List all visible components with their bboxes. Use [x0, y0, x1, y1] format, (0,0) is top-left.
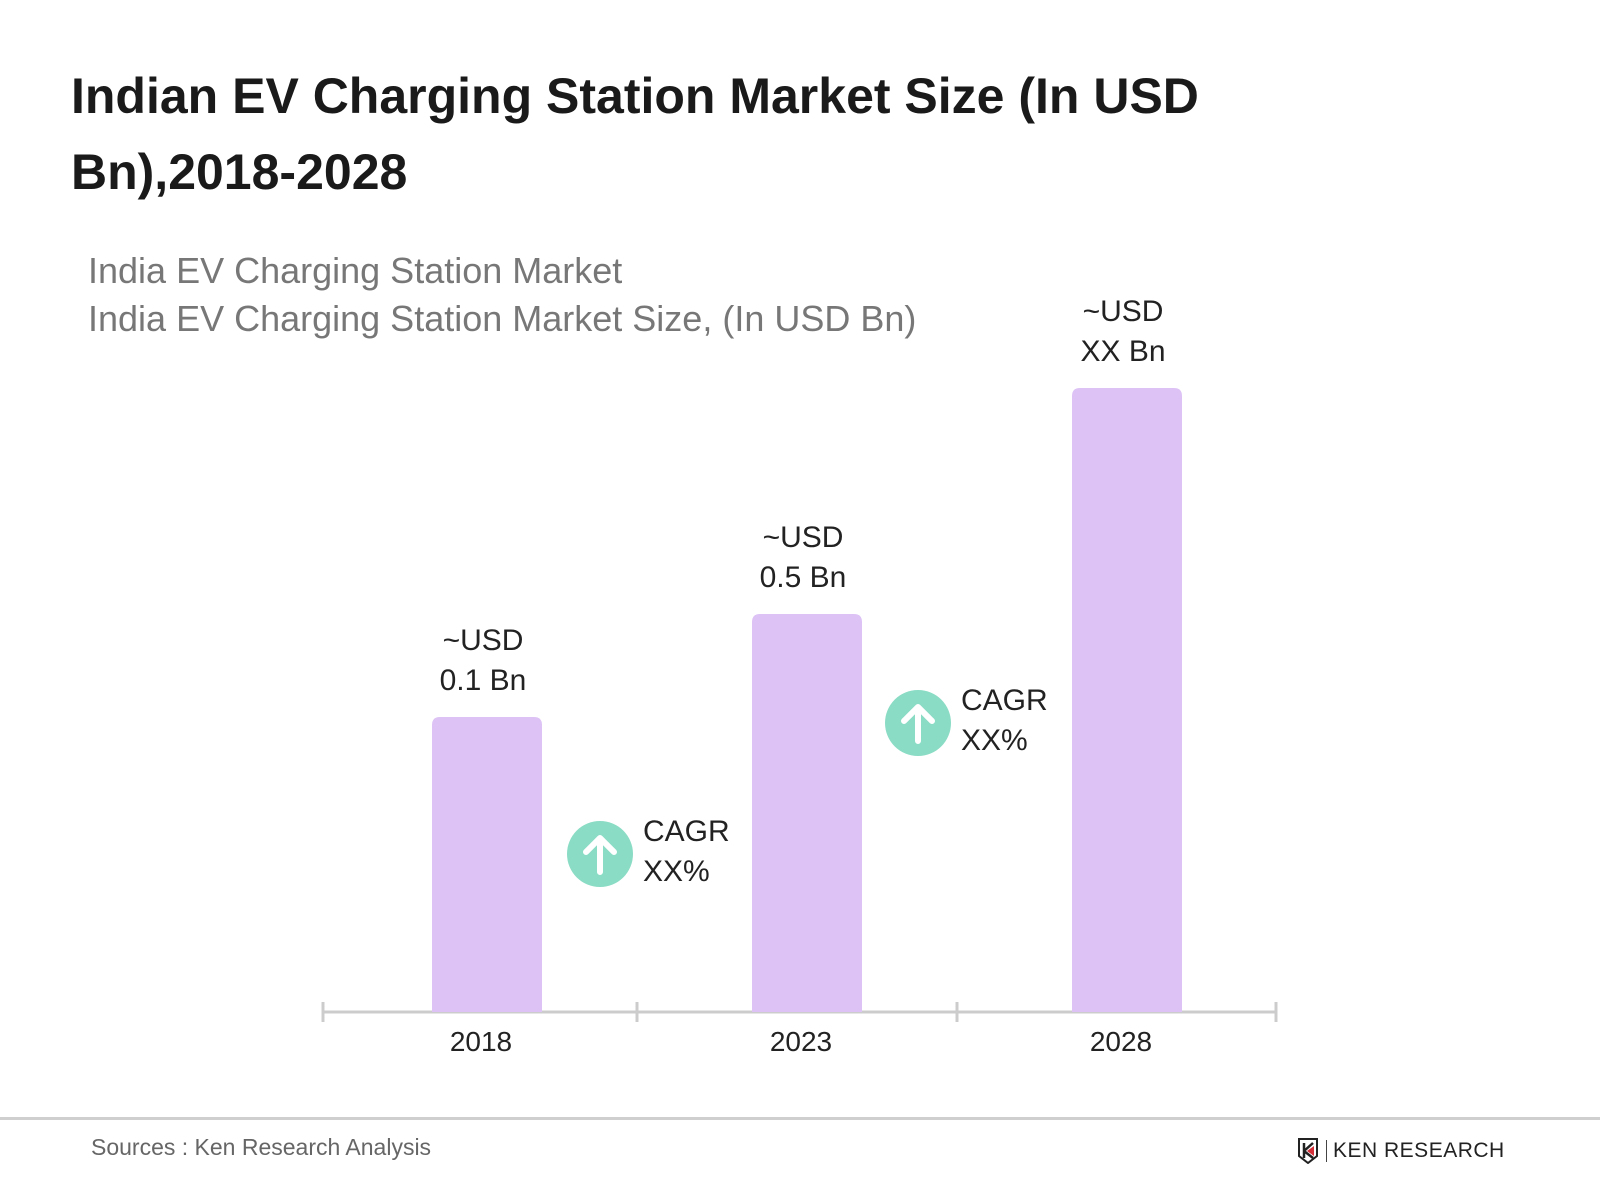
data-label-line2: 0.5 Bn — [760, 561, 847, 594]
x-tick-label: 2023 — [770, 1026, 832, 1057]
x-tick-label: 2028 — [1090, 1026, 1152, 1057]
cagr-value: XX% — [961, 724, 1028, 757]
data-label-line1: ~USD — [443, 624, 524, 657]
cagr-value: XX% — [643, 855, 710, 888]
cagr-label: CAGR — [961, 684, 1048, 717]
cagr-annotation: CAGR XX% — [567, 815, 730, 888]
data-label-line1: ~USD — [763, 521, 844, 554]
chart-subtitle-2: India EV Charging Station Market Size, (… — [88, 298, 917, 339]
bar-chart: 2018 ~USD 0.1 Bn 2023 ~USD 0.5 Bn 2028 ~USD XX B… — [321, 295, 1278, 1057]
source-note: Sources : Ken Research Analysis — [91, 1134, 432, 1160]
bar-2023 — [752, 614, 862, 1012]
logo-text: KEN RESEARCH — [1333, 1139, 1505, 1162]
ken-research-logo-icon — [1298, 1138, 1318, 1164]
cagr-annotation: CAGR XX% — [885, 684, 1048, 757]
cagr-label: CAGR — [643, 815, 730, 848]
data-label-line2: XX Bn — [1080, 335, 1165, 368]
data-label-line2: 0.1 Bn — [440, 664, 527, 697]
arrow-up-circle-icon — [567, 821, 633, 887]
bar-2018 — [432, 717, 542, 1012]
chart-title: Indian EV Charging Station Market Size (… — [71, 68, 1199, 200]
footer-divider — [0, 1117, 1600, 1120]
bar-2028 — [1072, 388, 1182, 1012]
data-label-line1: ~USD — [1083, 295, 1164, 328]
ken-research-logo: KEN RESEARCH — [1298, 1138, 1505, 1164]
arrow-up-circle-icon — [885, 690, 951, 756]
chart-subtitle: India EV Charging Station Market — [88, 250, 623, 291]
x-tick-label: 2018 — [450, 1026, 512, 1057]
